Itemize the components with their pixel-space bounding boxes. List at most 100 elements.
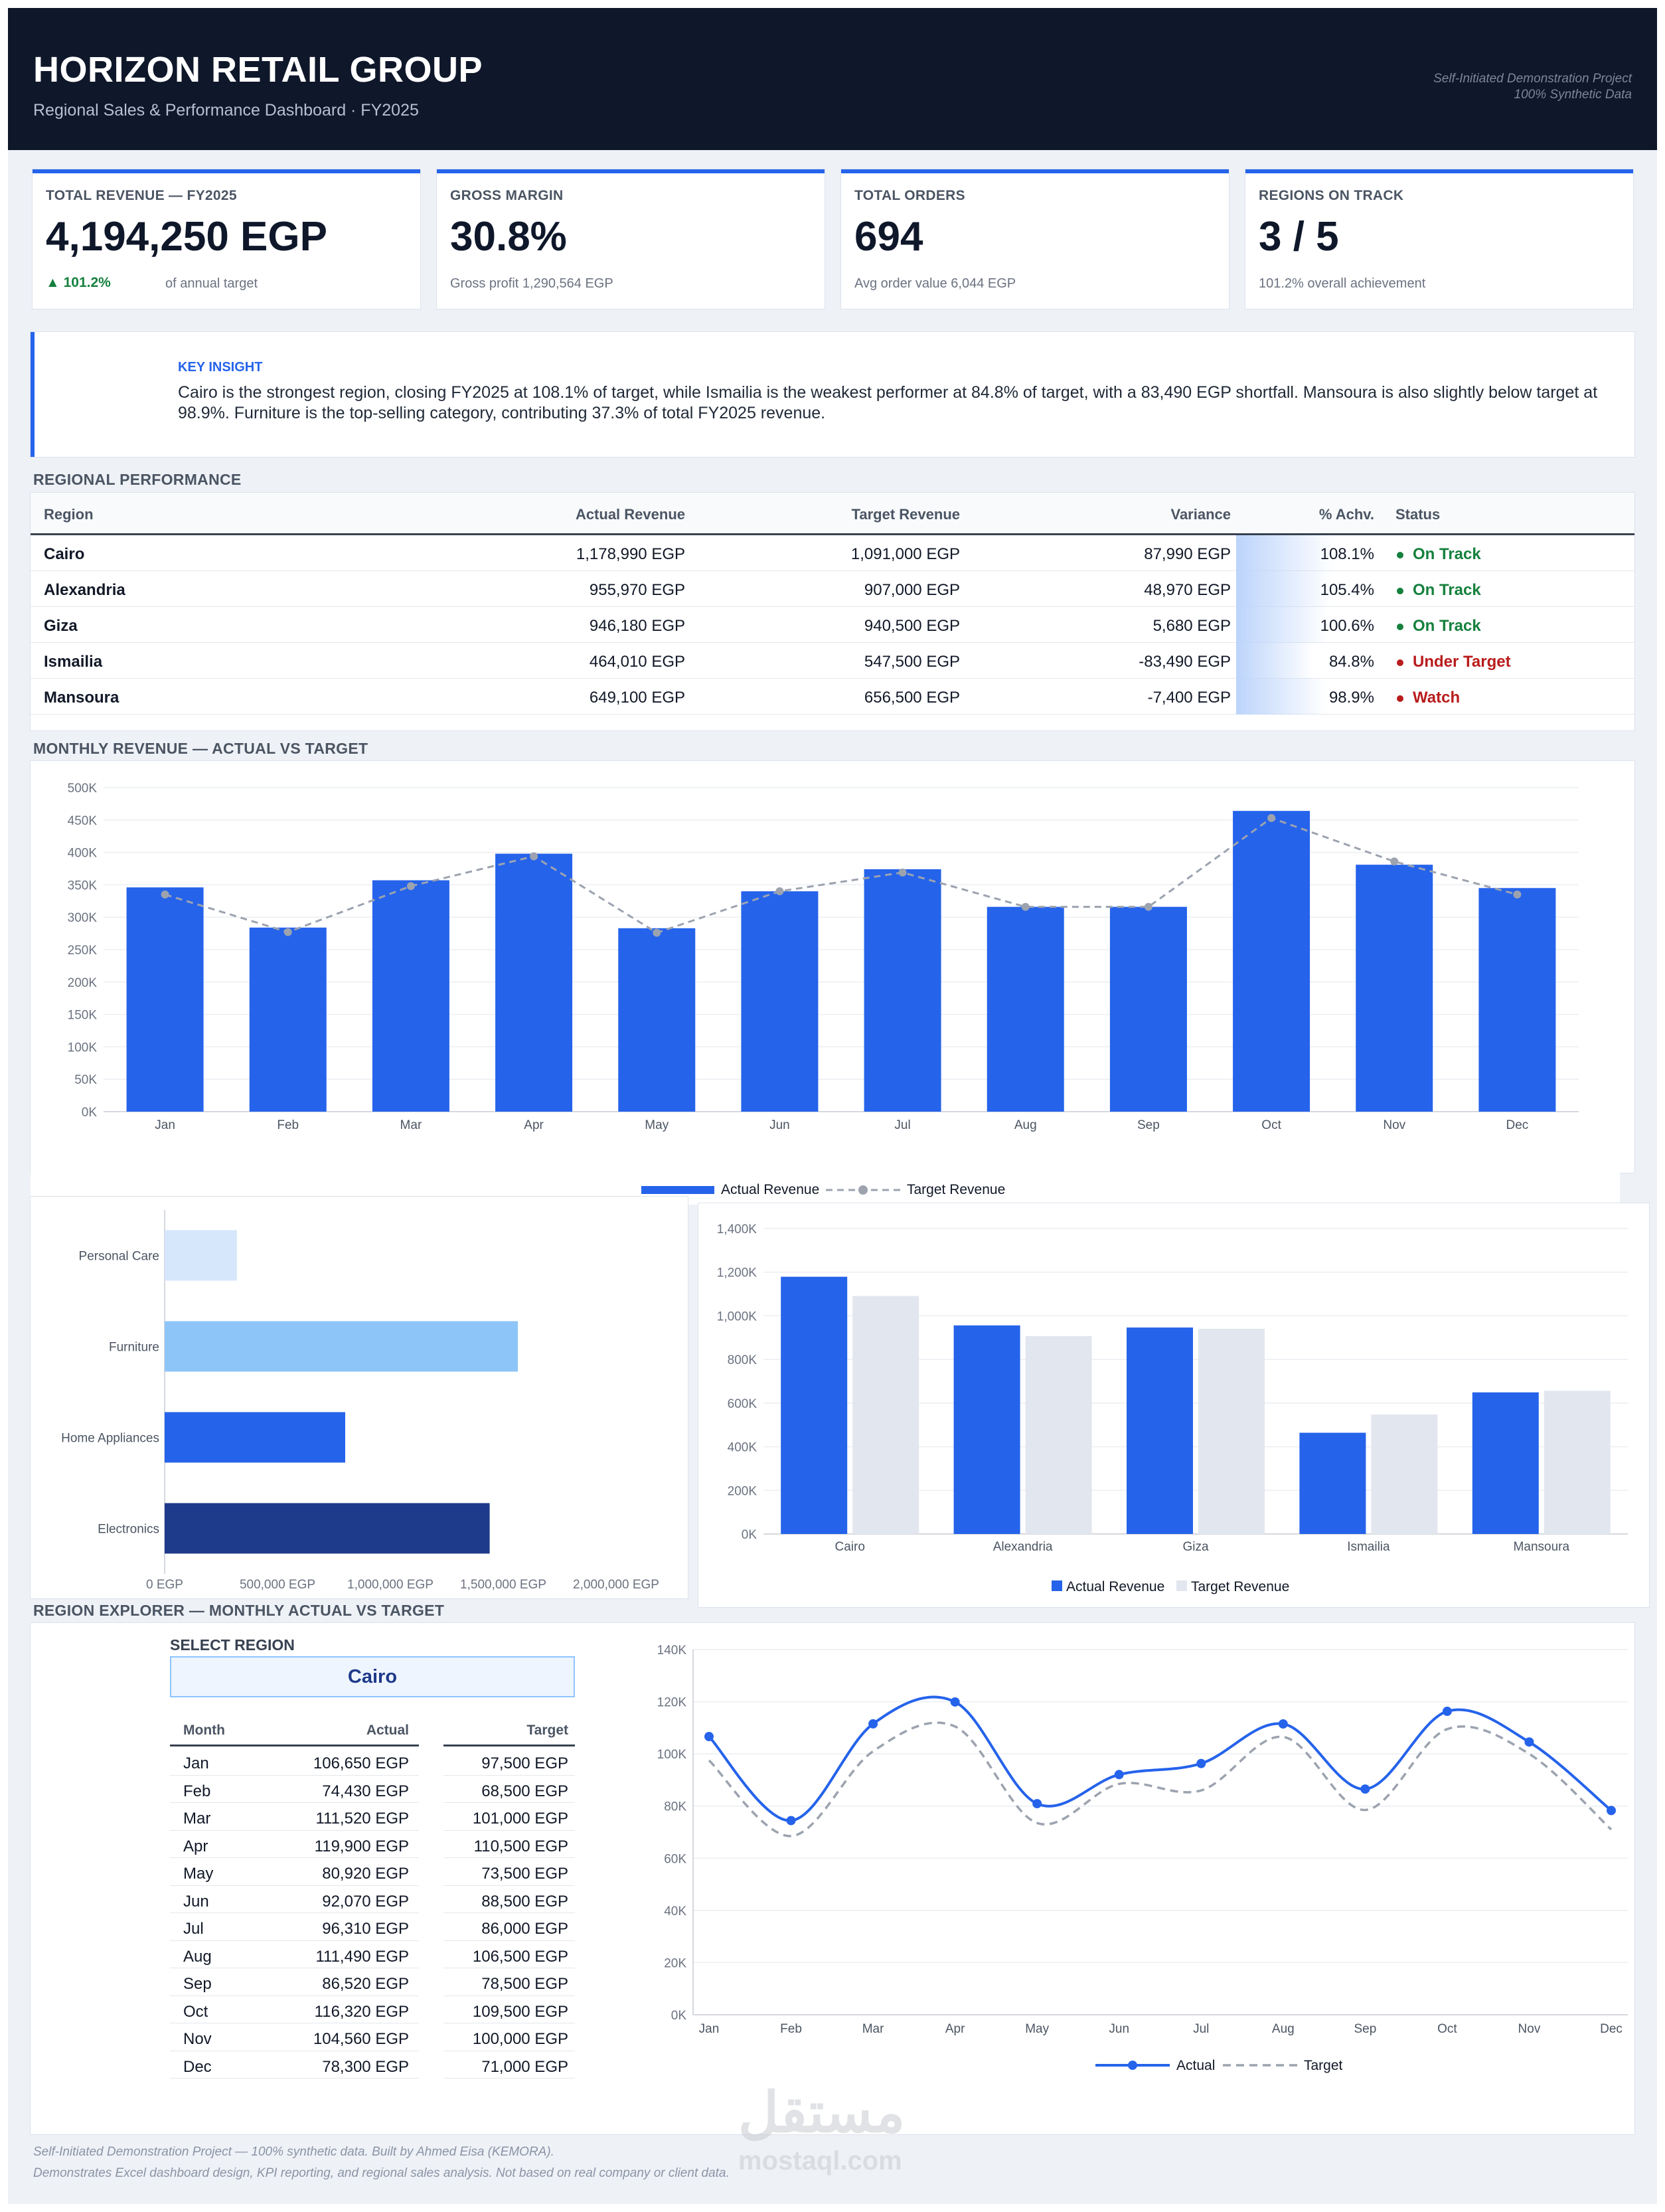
table-row: 86,000 EGP	[443, 1913, 575, 1941]
region-select-dropdown[interactable]: Cairo	[170, 1656, 575, 1697]
y-tick-label: 0K	[671, 2009, 687, 2023]
monthly-revenue-svg: 0K 50K 100K 150K 200K 250K 300K 350K 400K 450K 500…	[68, 782, 1579, 1132]
col-target-revenue: Target Revenue	[851, 506, 960, 523]
monthly-chart-title: MONTHLY REVENUE — ACTUAL VS TARGET	[33, 740, 368, 757]
cell-region: Giza	[44, 617, 78, 635]
y-tick-label: 250K	[68, 944, 98, 958]
category-revenue-svg: 0 EGP 500,000 EGP 1,000,000 EGP 1,500,000 E…	[61, 1210, 659, 1592]
target-point	[530, 852, 538, 861]
x-tick-label: Apr	[945, 2022, 965, 2036]
cell-target: 106,500 EGP	[472, 1947, 568, 1966]
col-region: Region	[44, 506, 94, 523]
bar-target-giza	[1198, 1328, 1265, 1534]
status-badge: Under Target	[1397, 653, 1511, 671]
x-tick-label: Mar	[862, 2022, 884, 2036]
kpi-label: TOTAL REVENUE — FY2025	[46, 188, 237, 203]
target-line	[165, 817, 1518, 934]
actual-point	[1607, 1806, 1616, 1816]
target-point	[1390, 857, 1399, 866]
legend-label-target: Target Revenue	[1191, 1579, 1289, 1594]
cell-variance: 48,970 EGP	[1144, 581, 1231, 599]
table-row: 106,500 EGP	[443, 1941, 575, 1968]
cell-actual: 86,520 EGP	[322, 1975, 409, 1993]
achievement-databar	[1236, 535, 1334, 571]
status-label: On Track	[1413, 617, 1481, 635]
legend-swatch-target	[1176, 1580, 1187, 1591]
header-rule	[170, 1744, 419, 1746]
page-subtitle: Regional Sales & Performance Dashboard ·…	[33, 101, 419, 120]
status-label: On Track	[1413, 581, 1481, 599]
col-actual-revenue: Actual Revenue	[575, 506, 685, 523]
y-tick-label: 350K	[68, 879, 98, 893]
cell-actual: 464,010 EGP	[589, 653, 685, 671]
cell-actual: 104,560 EGP	[313, 2030, 409, 2048]
y-tick-label: 450K	[68, 814, 98, 828]
achievement-databar	[1236, 607, 1327, 643]
kpi-value: 3 / 5	[1259, 214, 1339, 260]
cell-month: Apr	[183, 1837, 208, 1855]
kpi-sub: Gross profit 1,290,564 EGP	[450, 276, 613, 291]
cell-target: 86,000 EGP	[481, 1920, 568, 1938]
table-row: 101,000 EGP	[443, 1803, 575, 1831]
table-header: Region Actual Revenue Target Revenue Var…	[31, 493, 1634, 535]
cell-region: Alexandria	[44, 581, 125, 599]
legend-label-actual: Actual Revenue	[1066, 1579, 1164, 1594]
legend-marker-target	[858, 1185, 868, 1195]
regional-performance-table: Region Actual Revenue Target Revenue Var…	[31, 493, 1634, 730]
cell-variance: 87,990 EGP	[1144, 545, 1231, 563]
table-row: Cairo 1,178,990 EGP 1,091,000 EGP 87,990 EG…	[31, 535, 1634, 571]
x-tick-label: Oct	[1437, 2022, 1457, 2036]
status-badge: Watch	[1397, 689, 1460, 707]
actual-line	[708, 1695, 1613, 1822]
x-tick-label: 500,000 EGP	[240, 1578, 315, 1592]
cell-actual: 78,300 EGP	[322, 2057, 409, 2076]
regional-chart-svg: 0K 200K 400K 600K 800K 1,000K 1,200K 1,400K Cair…	[717, 1223, 1628, 1594]
header-note: Self-Initiated Demonstration Project 100…	[1433, 71, 1632, 103]
cell-month: Jul	[183, 1920, 204, 1938]
achievement-databar	[1236, 643, 1313, 679]
bar-electronics	[165, 1503, 490, 1554]
cell-variance: -7,400 EGP	[1147, 689, 1231, 707]
table-row: Apr 119,900 EGP	[170, 1831, 419, 1858]
y-tick-label: 800K	[728, 1353, 757, 1367]
table-row: Giza 946,180 EGP 940,500 EGP 5,680 EGP 100.6…	[31, 607, 1634, 643]
legend-marker-actual	[1128, 2061, 1137, 2070]
bar-actual-aug	[987, 906, 1064, 1112]
col-actual: Actual	[366, 1723, 409, 1738]
target-point	[653, 928, 661, 937]
x-tick-label: Jun	[1109, 2022, 1129, 2036]
cell-region: Mansoura	[44, 689, 119, 707]
table-row: 110,500 EGP	[443, 1831, 575, 1858]
y-tick-label: Home Appliances	[61, 1432, 159, 1446]
status-dot	[1397, 587, 1403, 594]
kpi-sub: 101.2% overall achievement	[1259, 276, 1426, 291]
cell-target: 71,000 EGP	[481, 2057, 568, 2076]
kpi-label: GROSS MARGIN	[450, 188, 564, 203]
bar-actual-mar	[372, 880, 449, 1112]
actual-point	[1278, 1719, 1288, 1729]
col-achievement: % Achv.	[1318, 506, 1374, 523]
target-point	[1144, 902, 1152, 911]
actual-point	[1524, 1737, 1534, 1747]
y-tick-label: Furniture	[109, 1341, 159, 1355]
page-title: HORIZON RETAIL GROUP	[33, 50, 483, 90]
x-tick-label: 1,500,000 EGP	[460, 1578, 546, 1592]
table-row: Sep 86,520 EGP	[170, 1968, 419, 1996]
kpi-sub: Avg order value 6,044 EGP	[854, 276, 1016, 291]
y-tick-label: 100K	[657, 1748, 687, 1762]
x-tick-label: Nov	[1383, 1118, 1405, 1132]
cell-achievement: 100.6%	[1320, 617, 1374, 635]
explorer-line-svg: 0K 20K 40K 60K 80K 100K 120K 140K Jan Feb Mar Apr Ma…	[657, 1644, 1628, 2073]
kpi-card-total-revenue: TOTAL REVENUE — FY2025 4,194,250 EGP ▲ 1…	[33, 169, 420, 309]
cell-target: 907,000 EGP	[864, 581, 960, 599]
regional-performance-title: REGIONAL PERFORMANCE	[33, 471, 242, 488]
kpi-value: 4,194,250 EGP	[46, 214, 327, 260]
table-row: 88,500 EGP	[443, 1886, 575, 1913]
cell-region: Ismailia	[44, 653, 103, 671]
y-tick-label: 600K	[728, 1397, 757, 1411]
status-dot	[1397, 659, 1403, 666]
key-insight-box: KEY INSIGHT Cairo is the strongest regio…	[31, 332, 1634, 457]
cell-target: 97,500 EGP	[481, 1754, 568, 1772]
bar-actual-ismailia	[1299, 1432, 1366, 1534]
x-tick-label: Apr	[524, 1118, 544, 1132]
